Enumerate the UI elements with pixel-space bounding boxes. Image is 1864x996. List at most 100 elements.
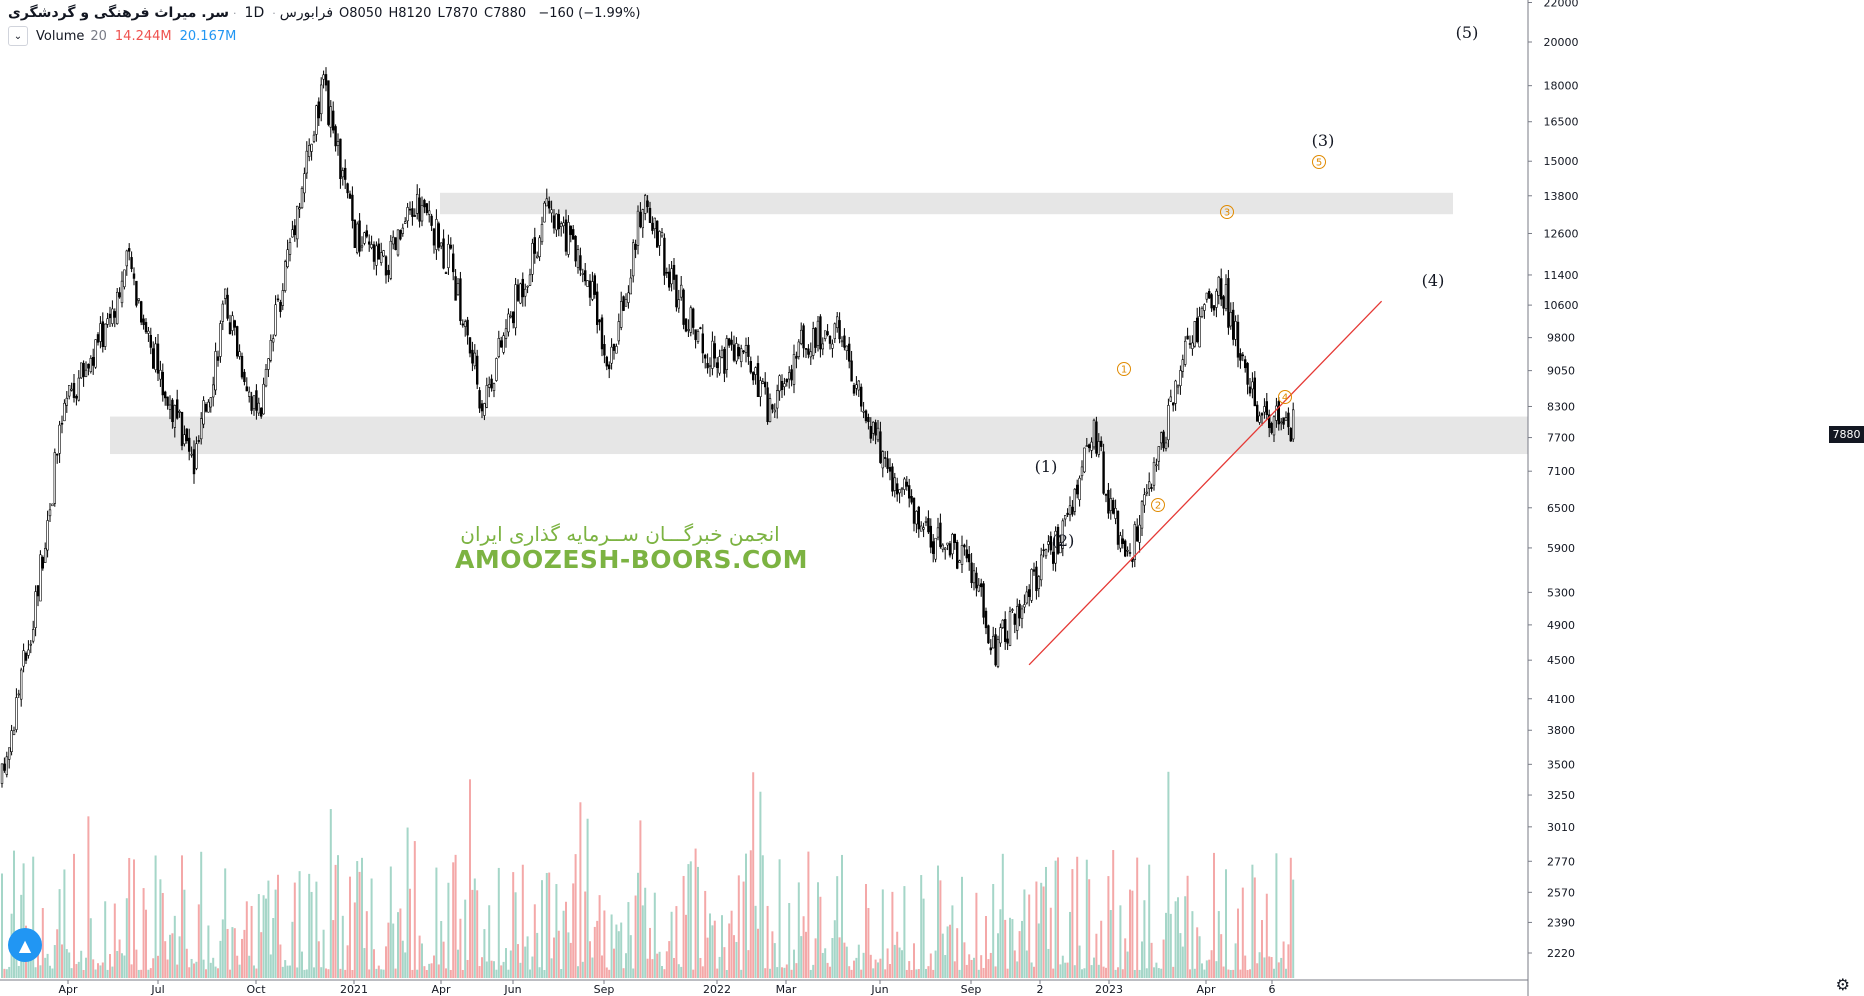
candle-body (1253, 377, 1257, 407)
candle-body (1037, 576, 1041, 589)
timeframe-label[interactable]: 1D (244, 5, 265, 21)
candle-body (699, 327, 702, 329)
candle-body (977, 584, 981, 592)
volume-bar (841, 854, 843, 978)
candle-body (147, 330, 150, 334)
candle-body (435, 219, 438, 250)
volume-bar (207, 925, 210, 978)
gear-icon[interactable]: ⚙ (1835, 975, 1850, 994)
volume-bar (277, 874, 279, 978)
candle-body (723, 348, 726, 374)
volume-bar (399, 908, 402, 978)
volume-bar (658, 951, 661, 978)
volume-bar (725, 969, 728, 978)
header-separator: · (272, 6, 276, 20)
volume-bar (404, 952, 407, 978)
tradingview-logo-icon[interactable]: ▲ (8, 928, 42, 962)
volume-bar (992, 883, 995, 978)
candle-body (888, 467, 892, 472)
volume-bar (217, 968, 219, 978)
candle-body (737, 347, 741, 357)
volume-bar (757, 928, 759, 978)
volume-bar (833, 920, 836, 978)
candle-body (1138, 524, 1141, 543)
candle-body (456, 283, 460, 296)
volume-bar (197, 904, 200, 978)
candle-body (1100, 440, 1103, 447)
candle-body (192, 449, 196, 475)
candle-body (1176, 385, 1180, 388)
volume-bar (973, 957, 975, 978)
trendline[interactable] (1028, 300, 1383, 666)
volume-bar (1105, 967, 1107, 978)
candle-body (598, 319, 601, 323)
candle-body (142, 318, 145, 326)
candle-body (1193, 321, 1197, 347)
symbol-name[interactable]: سر. میراث فرهنگی و گردشگری (8, 5, 230, 21)
candle-body (871, 421, 875, 434)
volume-bar (1165, 912, 1167, 978)
candle-body (943, 547, 947, 550)
price-tick-label: 16500 (1544, 116, 1579, 129)
candle-body (569, 225, 573, 235)
candle-body (451, 253, 455, 273)
candle-body (521, 278, 525, 298)
candle-body (495, 358, 498, 381)
volume-bar (332, 920, 335, 978)
volume-bar (908, 961, 911, 978)
volume-bar (1138, 969, 1141, 978)
volume-bar (500, 965, 503, 978)
candle-body (34, 591, 37, 628)
candle-body (104, 323, 107, 347)
volume-bar (965, 964, 968, 978)
candle-body (833, 323, 837, 340)
volume-bar (601, 955, 603, 978)
price-axis[interactable]: 22000 20000 18000 16500 15000 13800 12600 11400… (1527, 0, 1579, 996)
candle-body (747, 344, 750, 357)
candle-body (869, 426, 873, 439)
volume-bar (1198, 936, 1201, 978)
price-tick-label: 4500 (1547, 654, 1575, 667)
volume-bar (34, 967, 37, 978)
volume-bar (385, 946, 387, 978)
candle-body (1090, 441, 1093, 451)
volume-bar (188, 967, 191, 978)
low-value: 7870 (444, 5, 478, 21)
candle-body (300, 188, 304, 209)
candle-body (159, 369, 162, 380)
volume-bar (433, 955, 435, 978)
candle-body (447, 243, 450, 268)
volume-bar (183, 889, 186, 978)
candle-body (696, 331, 700, 342)
chevron-down-icon[interactable]: ⌄ (8, 26, 28, 46)
candle-body (1112, 500, 1115, 514)
volume-name[interactable]: Volume (36, 28, 85, 44)
candle-body (876, 427, 880, 441)
volume-bar (893, 944, 896, 978)
candle-body (391, 236, 395, 245)
candle-body (461, 323, 464, 326)
volume-bar (850, 969, 853, 978)
volume-bar (855, 957, 858, 978)
volume-bar (845, 946, 848, 978)
volume-bar (1256, 963, 1259, 978)
candle-body (1140, 501, 1144, 529)
volume-bar (293, 882, 296, 978)
volume-bar (1162, 939, 1165, 978)
volume-bar (1028, 894, 1031, 978)
volume-bar (428, 963, 431, 978)
time-axis[interactable]: Apr Jul Oct 2021 Apr Jun Sep 2022 Mar Jun Sep 2 2023… (0, 979, 1528, 996)
volume-bar (159, 879, 162, 978)
volume-bar (265, 898, 267, 978)
volume-bar (824, 948, 827, 978)
volume-bar (466, 959, 469, 978)
candle-body (922, 527, 925, 530)
candle-body (787, 372, 791, 380)
volume-bar (142, 888, 145, 978)
candle-body (355, 223, 359, 254)
volume-bar (92, 959, 95, 978)
volume-bar (985, 916, 987, 978)
volume-bar (913, 943, 915, 978)
volume-bar (1215, 961, 1218, 978)
